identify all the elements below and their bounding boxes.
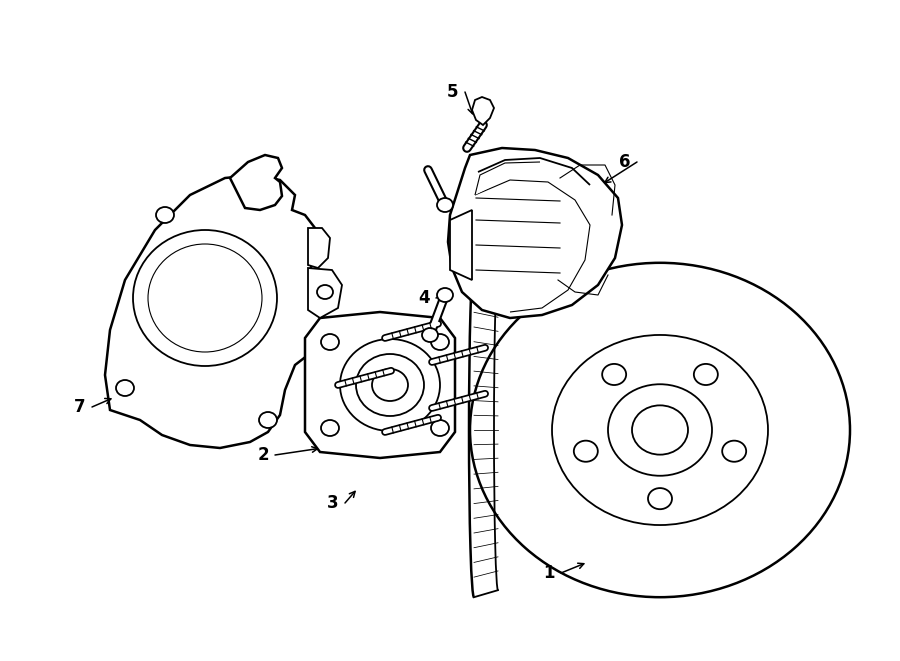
- Ellipse shape: [437, 288, 453, 302]
- Ellipse shape: [321, 420, 339, 436]
- Polygon shape: [308, 268, 342, 318]
- Polygon shape: [105, 175, 325, 448]
- Ellipse shape: [431, 420, 449, 436]
- Polygon shape: [475, 180, 590, 312]
- Ellipse shape: [356, 354, 424, 416]
- Polygon shape: [448, 148, 622, 318]
- Ellipse shape: [259, 412, 277, 428]
- Ellipse shape: [116, 380, 134, 396]
- Text: 4: 4: [418, 289, 430, 307]
- Ellipse shape: [148, 244, 262, 352]
- Ellipse shape: [321, 334, 339, 350]
- Ellipse shape: [722, 441, 746, 462]
- Ellipse shape: [156, 207, 174, 223]
- Text: 3: 3: [328, 494, 338, 512]
- Ellipse shape: [648, 488, 672, 509]
- Ellipse shape: [602, 364, 626, 385]
- Polygon shape: [450, 210, 472, 280]
- Polygon shape: [230, 155, 282, 210]
- Polygon shape: [305, 312, 455, 458]
- Ellipse shape: [470, 263, 850, 597]
- Ellipse shape: [422, 328, 438, 342]
- Text: 7: 7: [74, 398, 86, 416]
- Ellipse shape: [437, 198, 453, 212]
- Polygon shape: [308, 228, 330, 268]
- Polygon shape: [472, 97, 494, 125]
- Ellipse shape: [133, 230, 277, 366]
- Text: 6: 6: [619, 153, 631, 171]
- Ellipse shape: [431, 334, 449, 350]
- Ellipse shape: [317, 285, 333, 299]
- Polygon shape: [478, 158, 590, 185]
- Ellipse shape: [632, 405, 688, 455]
- Ellipse shape: [340, 339, 440, 431]
- Polygon shape: [475, 162, 540, 195]
- Ellipse shape: [372, 369, 408, 401]
- Text: 5: 5: [447, 83, 459, 101]
- Text: 1: 1: [544, 564, 554, 582]
- Ellipse shape: [552, 335, 768, 525]
- Text: 2: 2: [257, 446, 269, 464]
- Ellipse shape: [694, 364, 718, 385]
- Ellipse shape: [608, 384, 712, 476]
- Ellipse shape: [574, 441, 598, 462]
